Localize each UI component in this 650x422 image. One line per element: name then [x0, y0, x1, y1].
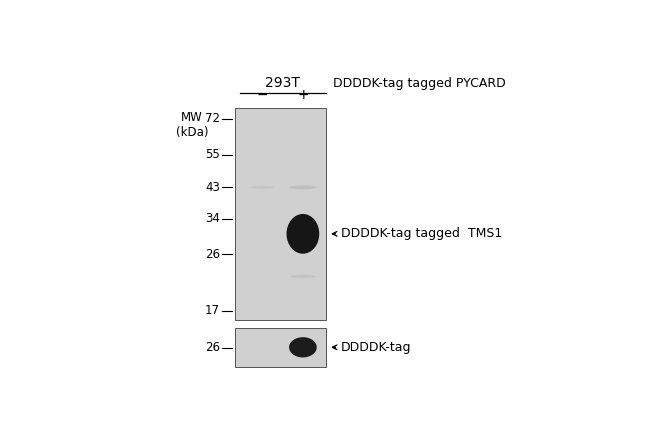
Text: MW
(kDa): MW (kDa) [176, 111, 208, 139]
Text: −: − [257, 88, 268, 102]
Ellipse shape [289, 185, 317, 189]
Text: 293T: 293T [265, 76, 300, 89]
Text: 43: 43 [205, 181, 220, 194]
Bar [235, 328, 326, 368]
Text: 17: 17 [205, 304, 220, 317]
Ellipse shape [251, 186, 274, 189]
Text: DDDDK-tag: DDDDK-tag [341, 341, 411, 354]
Text: DDDDK-tag tagged  TMS1: DDDDK-tag tagged TMS1 [341, 227, 502, 241]
Ellipse shape [291, 275, 315, 278]
Text: +: + [297, 88, 309, 102]
Text: 26: 26 [205, 341, 220, 354]
Text: 34: 34 [205, 212, 220, 225]
Text: 72: 72 [205, 112, 220, 125]
Text: 55: 55 [205, 148, 220, 161]
Ellipse shape [287, 214, 319, 254]
Ellipse shape [289, 337, 317, 357]
Text: 26: 26 [205, 248, 220, 261]
Bar [235, 108, 326, 320]
Text: DDDDK-tag tagged PYCARD: DDDDK-tag tagged PYCARD [333, 77, 506, 89]
